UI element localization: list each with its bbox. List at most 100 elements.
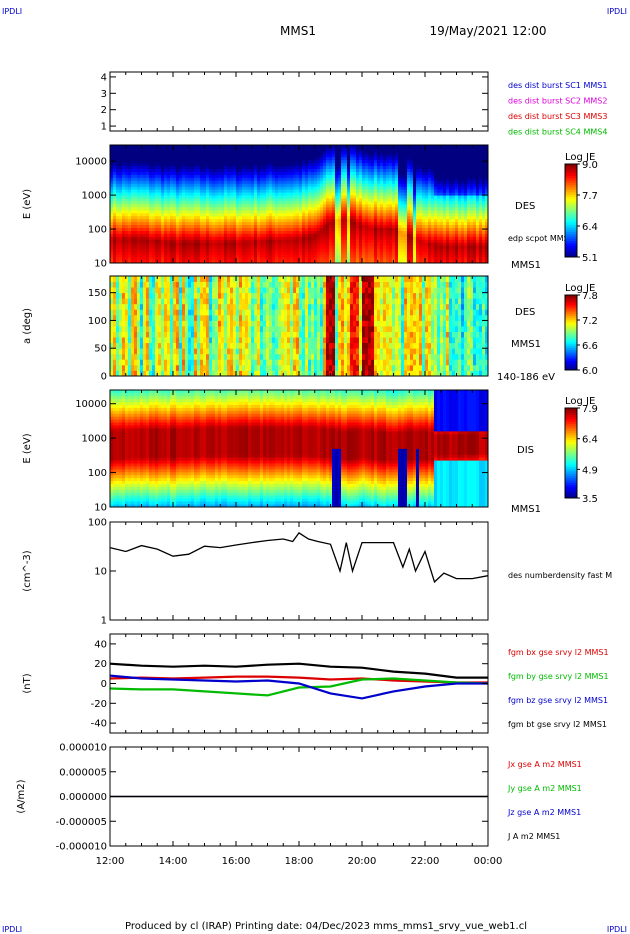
spectrogram-cell	[236, 218, 240, 223]
spectrogram-cell	[413, 145, 417, 149]
spectrogram-cell	[221, 147, 225, 152]
spectrogram-cell	[296, 251, 300, 255]
spectrogram-cell	[143, 257, 147, 261]
spectrogram-cell	[344, 150, 348, 155]
spectrogram-cell	[431, 224, 435, 228]
spectrogram-cell	[308, 215, 312, 220]
spectrogram-cell	[452, 206, 456, 211]
spectrogram-cell	[404, 171, 408, 175]
spectrogram-cell	[218, 224, 222, 228]
spectrogram-cell	[305, 236, 309, 240]
spectrogram-cell	[434, 239, 438, 243]
spectrogram-cell	[113, 245, 117, 249]
spectrogram-cell	[329, 171, 333, 175]
spectrogram-cell	[350, 192, 354, 196]
spectrogram-cell	[209, 251, 213, 255]
spectrogram-cell	[188, 215, 192, 220]
spectrogram-cell	[134, 245, 138, 249]
spectrogram-cell	[302, 195, 306, 199]
spectrogram-cell	[122, 177, 126, 181]
spectrogram-cell	[269, 212, 273, 217]
spectrogram-cell	[200, 248, 204, 252]
spectrogram-cell	[275, 150, 279, 155]
spectrogram-cell	[194, 153, 198, 158]
spectrogram-cell	[206, 159, 210, 164]
spectrogram-cell	[149, 162, 153, 167]
spectrogram-cell	[134, 221, 138, 226]
spectrogram-cell	[125, 251, 129, 255]
spectrogram-cell	[131, 230, 135, 234]
spectrogram-cell	[113, 180, 117, 184]
spectrogram-cell	[155, 236, 159, 240]
spectrogram-cell	[341, 251, 345, 255]
spectrogram-cell	[404, 254, 408, 258]
spectrogram-cell	[359, 212, 363, 217]
spectrogram-cell	[338, 174, 342, 178]
spectrogram-cell	[194, 145, 198, 149]
spectrogram-cell	[230, 186, 234, 190]
spectrogram-cell	[296, 248, 300, 252]
spectrogram-cell	[206, 156, 210, 161]
spectrogram-cell	[281, 174, 285, 178]
spectrogram-cell	[113, 177, 117, 181]
spectrogram-cell	[221, 251, 225, 255]
spectrogram-cell	[260, 209, 264, 214]
spectrogram-cell	[203, 215, 207, 220]
spectrogram-cell	[140, 150, 144, 155]
spectrogram-cell	[257, 145, 261, 149]
spectrogram-cell	[278, 162, 282, 167]
spectrogram-cell	[419, 153, 423, 158]
spectrogram-cell	[203, 195, 207, 199]
spectrogram-cell	[143, 162, 147, 167]
spectrogram-cell	[404, 245, 408, 249]
spectrogram-cell	[113, 221, 117, 226]
spectrogram-cell	[113, 183, 117, 187]
spectrogram-cell	[389, 168, 393, 172]
spectrogram-cell	[368, 257, 372, 261]
spectrogram-cell	[347, 236, 351, 240]
spectrogram-cell	[125, 206, 129, 211]
spectrogram-cell	[416, 147, 420, 152]
spectrogram-cell	[395, 227, 399, 231]
spectrogram-cell	[161, 204, 165, 208]
spectrogram-cell	[302, 230, 306, 234]
spectrogram-cell	[386, 257, 390, 261]
spectrogram-cell	[479, 198, 483, 202]
spectrogram-cell	[311, 257, 315, 261]
spectrogram-cell	[389, 260, 393, 264]
spectrogram-cell	[371, 257, 375, 261]
spectrogram-cell	[404, 236, 408, 240]
spectrogram-cell	[416, 183, 420, 187]
spectrogram-cell	[251, 145, 255, 149]
spectrogram-cell	[122, 162, 126, 167]
spectrogram-cell	[227, 257, 231, 261]
spectrogram-cell	[206, 174, 210, 178]
spectrogram-cell	[335, 209, 339, 214]
spectrogram-cell	[260, 260, 264, 264]
spectrogram-cell	[395, 177, 399, 181]
spectrogram-cell	[347, 162, 351, 167]
spectrogram-cell	[260, 192, 264, 196]
spectrogram-cell	[233, 209, 237, 214]
spectrogram-cell	[350, 209, 354, 214]
spectrogram-cell	[206, 204, 210, 208]
spectrogram-cell	[158, 201, 162, 205]
spectrogram-cell	[227, 162, 231, 167]
spectrogram-cell	[281, 236, 285, 240]
spectrogram-cell	[362, 159, 366, 164]
spectrogram-cell	[278, 242, 282, 246]
spectrogram-cell	[329, 195, 333, 199]
spectrogram-cell	[464, 227, 468, 231]
spectrogram-cell	[149, 230, 153, 234]
spectrogram-cell	[191, 224, 195, 228]
spectrogram-cell	[137, 153, 141, 158]
spectrogram-cell	[482, 209, 486, 214]
spectrogram-cell	[158, 189, 162, 193]
spectrogram-cell	[260, 239, 264, 243]
spectrogram-cell	[215, 248, 219, 252]
spectrogram-cell	[434, 233, 438, 237]
spectrogram-cell	[320, 201, 324, 205]
spectrogram-cell	[461, 257, 465, 261]
spectrogram-cell	[203, 162, 207, 167]
spectrogram-cell	[446, 168, 450, 172]
